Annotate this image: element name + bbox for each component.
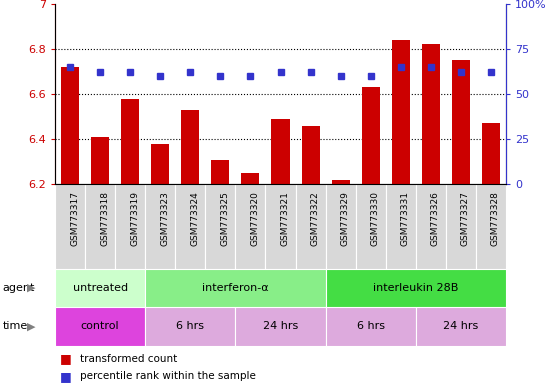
- Bar: [55, 184, 85, 269]
- Bar: [145, 307, 235, 346]
- Text: GSM773329: GSM773329: [340, 191, 350, 246]
- Text: ■: ■: [60, 353, 76, 366]
- Text: GSM773325: GSM773325: [221, 191, 229, 246]
- Text: GSM773317: GSM773317: [70, 191, 79, 246]
- Bar: [55, 307, 145, 346]
- Bar: [362, 87, 380, 184]
- Bar: [205, 184, 235, 269]
- Bar: [332, 180, 350, 184]
- Text: ■: ■: [60, 370, 76, 383]
- Text: 6 hrs: 6 hrs: [177, 321, 204, 331]
- Bar: [416, 307, 506, 346]
- Bar: [452, 60, 470, 184]
- Bar: [422, 45, 440, 184]
- Bar: [235, 184, 266, 269]
- Bar: [482, 123, 500, 184]
- Bar: [266, 184, 295, 269]
- Text: transformed count: transformed count: [80, 354, 177, 364]
- Text: untreated: untreated: [73, 283, 128, 293]
- Bar: [85, 184, 115, 269]
- Text: GSM773322: GSM773322: [311, 191, 320, 246]
- Text: percentile rank within the sample: percentile rank within the sample: [80, 371, 256, 381]
- Text: time: time: [3, 321, 28, 331]
- Bar: [91, 137, 109, 184]
- Text: 24 hrs: 24 hrs: [263, 321, 298, 331]
- Text: GSM773319: GSM773319: [130, 191, 139, 246]
- Text: ▶: ▶: [28, 321, 36, 331]
- Bar: [145, 184, 175, 269]
- Text: GSM773327: GSM773327: [461, 191, 470, 246]
- Bar: [175, 184, 205, 269]
- Text: GSM773321: GSM773321: [280, 191, 289, 246]
- Bar: [121, 99, 139, 184]
- Bar: [326, 184, 356, 269]
- Bar: [61, 67, 79, 184]
- Text: 24 hrs: 24 hrs: [443, 321, 478, 331]
- Text: interferon-α: interferon-α: [202, 283, 269, 293]
- Text: GSM773320: GSM773320: [250, 191, 260, 246]
- Text: agent: agent: [3, 283, 35, 293]
- Bar: [392, 40, 410, 184]
- Text: GSM773326: GSM773326: [431, 191, 440, 246]
- Bar: [241, 173, 260, 184]
- Text: GSM773331: GSM773331: [401, 191, 410, 246]
- Text: GSM773318: GSM773318: [100, 191, 109, 246]
- Bar: [476, 184, 506, 269]
- Bar: [386, 184, 416, 269]
- Bar: [235, 307, 326, 346]
- Bar: [356, 184, 386, 269]
- Bar: [151, 144, 169, 184]
- Bar: [295, 184, 326, 269]
- Bar: [272, 119, 289, 184]
- Text: interleukin 28B: interleukin 28B: [373, 283, 459, 293]
- Bar: [326, 269, 506, 307]
- Text: GSM773324: GSM773324: [190, 191, 199, 246]
- Text: ▶: ▶: [28, 283, 36, 293]
- Text: GSM773328: GSM773328: [491, 191, 500, 246]
- Bar: [145, 269, 326, 307]
- Bar: [301, 126, 320, 184]
- Bar: [416, 184, 446, 269]
- Text: control: control: [81, 321, 119, 331]
- Bar: [115, 184, 145, 269]
- Bar: [211, 159, 229, 184]
- Bar: [446, 184, 476, 269]
- Bar: [55, 269, 145, 307]
- Bar: [326, 307, 416, 346]
- Text: 6 hrs: 6 hrs: [357, 321, 384, 331]
- Text: GSM773323: GSM773323: [160, 191, 169, 246]
- Text: GSM773330: GSM773330: [371, 191, 380, 246]
- Bar: [182, 110, 199, 184]
